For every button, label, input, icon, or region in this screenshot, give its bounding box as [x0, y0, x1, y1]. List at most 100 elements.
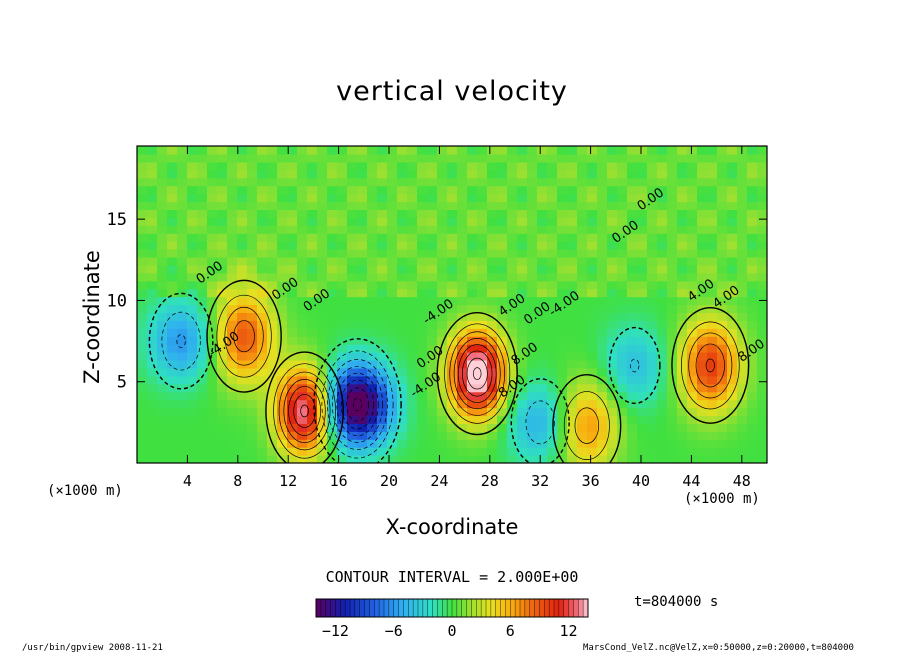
colorbar-cell: [335, 599, 341, 617]
field-cell: [647, 344, 658, 353]
field-cell: [417, 264, 428, 274]
field-cell: [257, 146, 268, 155]
field-cell: [327, 146, 338, 155]
field-cell: [357, 391, 368, 401]
field-cell: [577, 280, 588, 290]
field-cell: [697, 407, 708, 417]
field-cell: [257, 169, 268, 179]
field-cell: [277, 431, 288, 440]
field-cell: [527, 241, 538, 250]
field-cell: [607, 423, 618, 432]
field-cell: [287, 193, 298, 203]
field-cell: [507, 264, 518, 274]
field-cell: [537, 225, 548, 234]
field-cell: [697, 225, 708, 234]
field-cell: [547, 367, 558, 377]
field-cell: [267, 153, 278, 163]
field-cell: [567, 391, 578, 401]
field-cell: [347, 447, 358, 456]
field-cell: [447, 201, 458, 210]
field-cell: [357, 423, 368, 432]
field-cell: [247, 185, 258, 195]
colorbar-cell: [466, 599, 472, 617]
field-cell: [727, 391, 738, 401]
field-cell: [177, 359, 188, 369]
field-cell: [427, 439, 438, 448]
field-cell: [137, 146, 148, 155]
field-cell: [657, 264, 668, 274]
contour-ring: [695, 343, 725, 388]
colorbar-cell: [408, 599, 414, 617]
field-cell: [657, 169, 668, 179]
field-cells: [137, 146, 767, 463]
field-cell: [197, 359, 208, 369]
colorbar-cell: [379, 599, 385, 617]
field-cell: [507, 233, 518, 242]
field-cell: [307, 391, 318, 401]
field-cell: [367, 447, 378, 456]
field-cell: [287, 249, 298, 258]
field-cell: [517, 169, 528, 179]
field-cell: [447, 217, 458, 226]
field-cell: [307, 328, 318, 337]
field-cell: [397, 391, 408, 401]
time-label: t=804000 s: [634, 594, 719, 610]
field-cell: [757, 328, 767, 337]
field-cell: [737, 415, 748, 424]
field-cell: [247, 217, 258, 226]
field-cell: [417, 177, 428, 187]
field-cell: [727, 439, 738, 448]
field-cell: [727, 296, 738, 306]
field-cell: [647, 423, 658, 432]
field-cell: [427, 169, 438, 179]
colorbar-cell: [490, 599, 497, 617]
field-cell: [687, 185, 698, 195]
field-cell: [387, 320, 398, 329]
field-cell: [757, 225, 767, 234]
field-cell: [417, 447, 428, 456]
field-cell: [337, 455, 348, 463]
field-cell: [217, 367, 228, 377]
field-cell: [427, 312, 438, 321]
field-cell: [187, 146, 198, 155]
field-cell: [387, 423, 398, 432]
field-cell: [247, 169, 258, 179]
field-cell: [507, 415, 518, 424]
field-cell: [457, 217, 468, 226]
field-cell: [327, 391, 338, 401]
contour-ring: [265, 351, 344, 463]
field-cell: [257, 439, 268, 448]
field-cell: [247, 415, 258, 424]
field-cell: [737, 209, 748, 218]
field-cell: [337, 431, 348, 440]
field-cell: [227, 249, 238, 258]
field-cell: [167, 383, 178, 393]
field-cell: [397, 193, 408, 203]
field-cell: [527, 383, 538, 393]
field-cell: [467, 383, 478, 393]
field-cell: [687, 431, 698, 440]
field-cell: [217, 328, 228, 337]
field-cell: [757, 439, 767, 448]
field-cell: [417, 272, 428, 282]
field-cell: [167, 312, 178, 321]
field-cell: [727, 146, 738, 155]
field-cell: [287, 359, 298, 369]
field-cell: [547, 146, 558, 155]
field-cell: [307, 344, 318, 353]
field-cell: [157, 217, 168, 226]
field-cell: [167, 415, 178, 424]
field-cell: [187, 161, 198, 171]
field-cell: [357, 177, 368, 187]
field-cell: [347, 439, 358, 448]
field-cell: [437, 169, 448, 179]
field-cell: [697, 431, 708, 440]
field-cell: [597, 328, 608, 337]
field-cell: [437, 407, 448, 417]
field-cell: [507, 146, 518, 155]
field-cell: [247, 272, 258, 282]
field-cell: [467, 367, 478, 377]
field-cell: [377, 209, 388, 218]
field-cell: [257, 161, 268, 171]
colorbar-cell: [452, 599, 458, 617]
